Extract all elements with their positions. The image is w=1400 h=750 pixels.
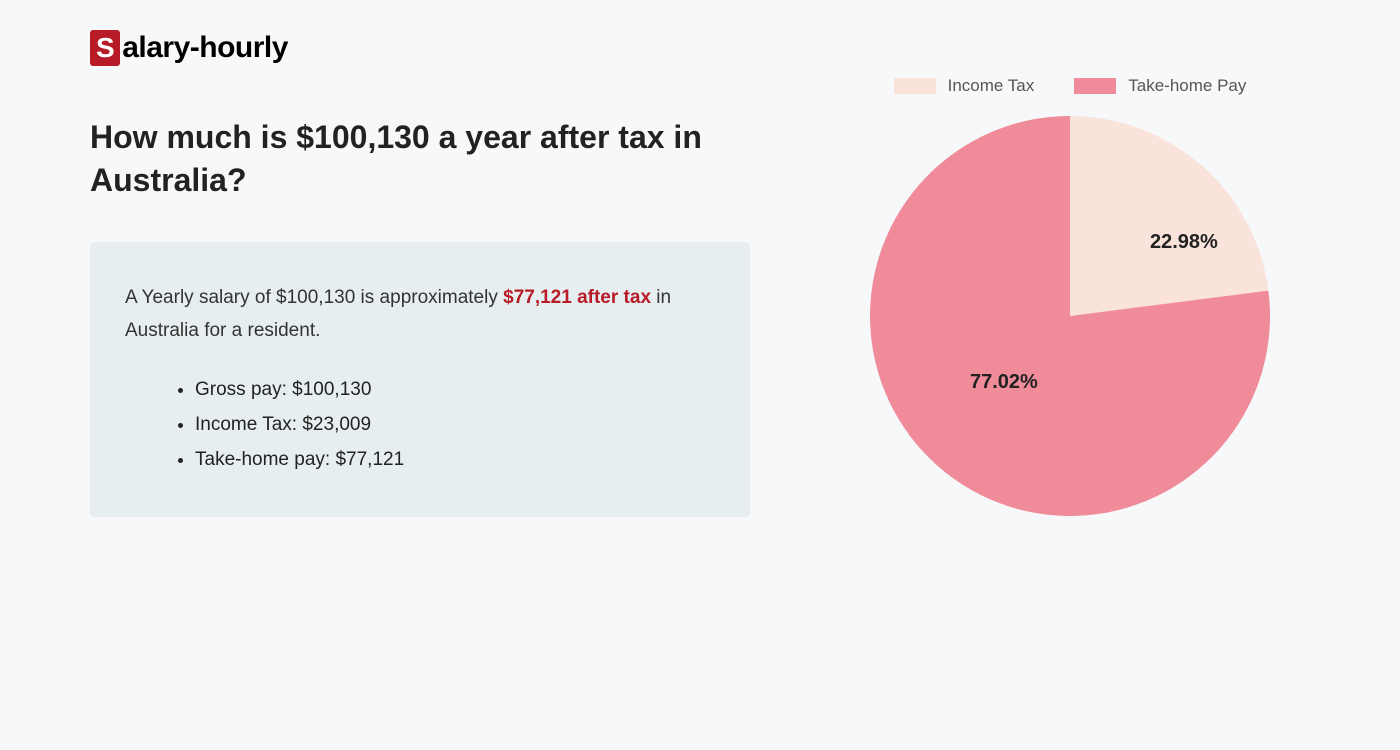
pie-chart: 22.98% 77.02% [870,116,1270,516]
summary-text: A Yearly salary of $100,130 is approxima… [125,282,715,347]
logo-box-letter: S [90,30,120,66]
right-column: Income Tax Take-home Pay 22.98% 77.02% [830,76,1310,517]
left-column: How much is $100,130 a year after tax in… [90,116,750,517]
page-title: How much is $100,130 a year after tax in… [90,116,750,202]
pie-slice [1070,116,1268,316]
pie-slice-label: 22.98% [1150,231,1218,254]
legend-swatch [894,78,936,94]
list-item: Gross pay: $100,130 [195,372,715,407]
pie-slice-label: 77.02% [970,371,1038,394]
summary-highlight: $77,121 after tax [503,287,651,308]
legend-item-income-tax: Income Tax [894,76,1035,96]
pie-svg [870,116,1270,516]
info-box: A Yearly salary of $100,130 is approxima… [90,242,750,517]
summary-pre: A Yearly salary of $100,130 is approxima… [125,287,503,308]
list-item: Income Tax: $23,009 [195,407,715,442]
list-item: Take-home pay: $77,121 [195,442,715,477]
legend-label: Income Tax [948,76,1035,96]
legend-label: Take-home Pay [1128,76,1246,96]
logo: Salary-hourly [90,30,1310,66]
logo-text: alary-hourly [122,31,288,65]
main-content: How much is $100,130 a year after tax in… [90,116,1310,517]
chart-legend: Income Tax Take-home Pay [894,76,1247,96]
bullet-list: Gross pay: $100,130 Income Tax: $23,009 … [125,372,715,477]
legend-swatch [1074,78,1116,94]
legend-item-take-home: Take-home Pay [1074,76,1246,96]
